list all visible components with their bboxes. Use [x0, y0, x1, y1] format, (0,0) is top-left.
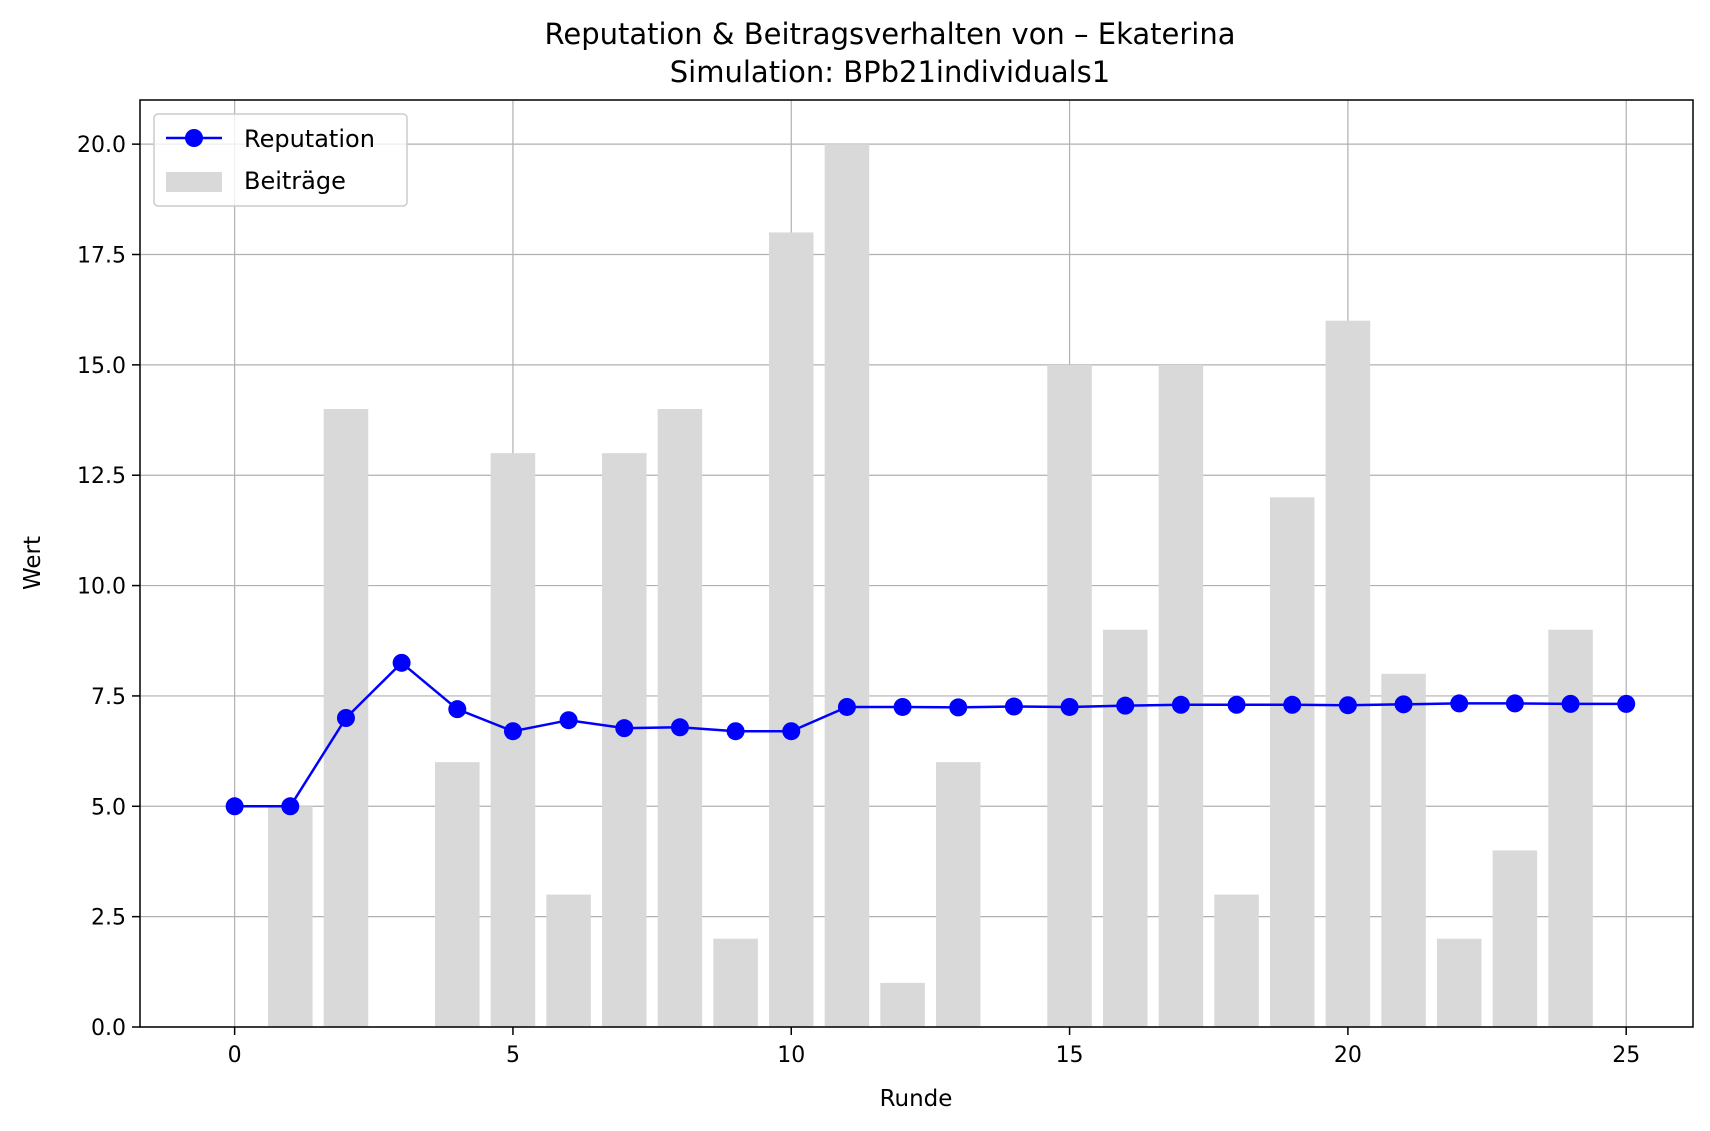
x-tick-label-5: 25 [1612, 1043, 1640, 1068]
bar-series-beitraege [268, 144, 1593, 1028]
bar-beitraege-22 [1436, 938, 1482, 1027]
y-tick-label-3: 7.5 [91, 685, 126, 710]
bar-beitraege-7 [602, 453, 647, 1028]
reputation-point-8 [670, 718, 689, 737]
axis-ticks: 0 5 10 15 20 25 0.0 2.5 5.0 7.5 10.0 12.5 15.0 17.5 20… [77, 133, 1640, 1068]
reputation-point-5 [503, 722, 522, 741]
reputation-point-22 [1450, 694, 1469, 713]
legend-entry-reputation: Reputation [166, 125, 375, 153]
reputation-point-15 [1060, 697, 1079, 716]
reputation-point-25 [1617, 694, 1636, 713]
reputation-point-19 [1283, 695, 1302, 714]
legend-bar-swatch [166, 172, 222, 192]
reputation-point-24 [1561, 694, 1580, 713]
reputation-point-23 [1505, 694, 1524, 713]
legend-label-reputation: Reputation [244, 125, 375, 153]
bar-beitraege-18 [1214, 894, 1259, 1027]
y-tick-label-8: 20.0 [77, 133, 126, 158]
x-tick-label-0: 0 [228, 1043, 242, 1068]
reputation-point-12 [893, 697, 912, 716]
x-tick-label-4: 20 [1334, 1043, 1362, 1068]
reputation-point-21 [1394, 695, 1413, 714]
reputation-point-18 [1227, 695, 1246, 714]
x-tick-label-3: 15 [1056, 1043, 1084, 1068]
legend-label-beitraege: Beiträge [244, 167, 346, 195]
bar-beitraege-23 [1492, 850, 1538, 1027]
bar-beitraege-16 [1102, 629, 1148, 1027]
reputation-point-6 [559, 711, 578, 730]
x-tick-label-2: 10 [777, 1043, 805, 1068]
bar-beitraege-13 [935, 762, 981, 1027]
y-tick-label-6: 15.0 [77, 354, 126, 379]
bar-beitraege-19 [1269, 497, 1315, 1027]
reputation-point-7 [615, 719, 634, 738]
line-series-reputation [225, 653, 1636, 816]
bar-beitraege-4 [435, 762, 480, 1027]
reputation-point-16 [1116, 696, 1135, 715]
bar-beitraege-10 [768, 232, 814, 1027]
chart-subtitle: Simulation: BPb21individuals1 [670, 55, 1110, 89]
y-tick-label-0: 0.0 [91, 1016, 126, 1041]
bar-beitraege-8 [657, 409, 703, 1027]
legend-marker-swatch [185, 129, 203, 147]
y-tick-label-2: 5.0 [91, 795, 126, 820]
reputation-point-1 [281, 797, 300, 816]
y-tick-label-1: 2.5 [91, 906, 126, 931]
reputation-line [234, 661, 1627, 808]
legend: Reputation Beiträge [153, 113, 408, 207]
bar-beitraege-9 [713, 938, 758, 1027]
bar-beitraege-6 [546, 894, 591, 1027]
reputation-point-3 [392, 653, 411, 672]
reputation-point-10 [782, 722, 801, 741]
y-axis-label: Wert [20, 536, 46, 590]
bar-beitraege-1 [268, 806, 313, 1027]
x-tick-label-1: 5 [506, 1043, 520, 1068]
bar-beitraege-24 [1548, 629, 1593, 1027]
x-axis-label: Runde [880, 1086, 953, 1112]
chart-title: Reputation & Beitragsverhalten von – Eka… [545, 17, 1236, 51]
bar-beitraege-12 [880, 982, 925, 1027]
bar-beitraege-11 [824, 144, 870, 1028]
y-tick-label-7: 17.5 [77, 244, 126, 269]
plot-frame [139, 99, 1694, 1028]
reputation-point-17 [1171, 695, 1190, 714]
legend-entry-beitraege: Beiträge [166, 167, 346, 195]
reputation-point-4 [448, 700, 467, 719]
bar-beitraege-20 [1325, 320, 1371, 1027]
reputation-point-11 [837, 697, 856, 716]
bar-beitraege-15 [1047, 364, 1092, 1027]
reputation-point-13 [949, 698, 968, 717]
y-tick-label-5: 12.5 [77, 464, 126, 489]
y-tick-label-4: 10.0 [77, 575, 126, 600]
reputation-point-20 [1338, 696, 1357, 715]
reputation-point-9 [726, 722, 745, 741]
bar-beitraege-21 [1381, 673, 1426, 1027]
reputation-point-0 [225, 797, 244, 816]
reputation-point-14 [1004, 697, 1023, 716]
reputation-point-2 [336, 709, 355, 727]
